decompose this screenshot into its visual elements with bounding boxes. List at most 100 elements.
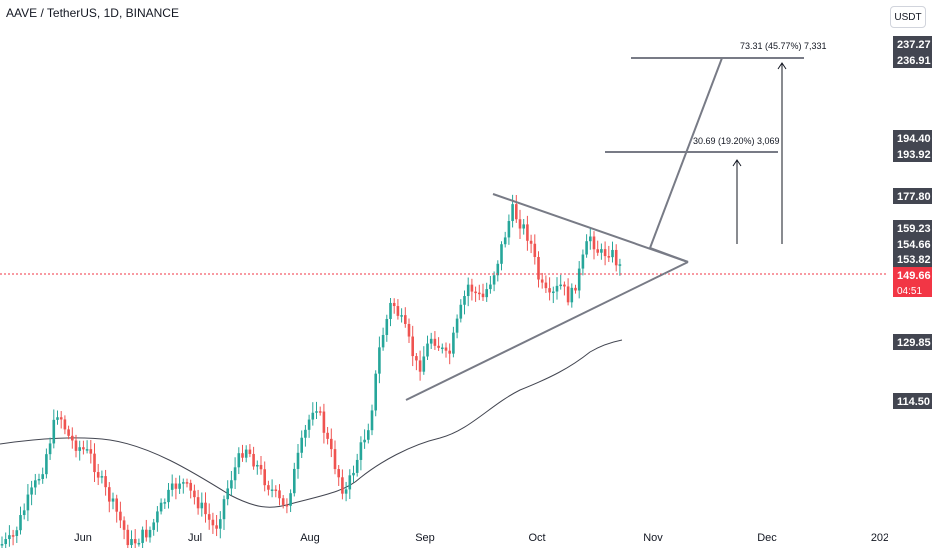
x-tick-label: Sep: [415, 532, 435, 544]
candle-body: [352, 472, 355, 476]
candle-body: [500, 244, 503, 264]
candle-body: [174, 483, 178, 489]
candle-body: [548, 288, 551, 293]
candle-body: [344, 489, 348, 494]
candle-body: [581, 254, 585, 269]
candle-body: [511, 204, 514, 222]
candle-body: [230, 480, 233, 489]
candle-body: [26, 494, 30, 511]
price-tag: [893, 188, 932, 204]
arrow-large-head: [777, 62, 787, 70]
candle-body: [289, 493, 292, 506]
candle-body: [285, 504, 289, 507]
candle-body: [318, 411, 322, 413]
candle-body: [448, 350, 451, 354]
candle-body: [59, 417, 63, 420]
candle-body: [333, 449, 337, 470]
price-tag-label: 149.66: [897, 270, 931, 282]
candle-body: [481, 293, 485, 298]
candle-body: [19, 515, 22, 531]
candle-body: [281, 498, 285, 505]
price-tag: [893, 130, 932, 146]
candle-body: [611, 249, 614, 258]
candle-body: [4, 539, 7, 545]
price-tag: [893, 393, 932, 409]
candle-body: [378, 347, 381, 374]
candle-body: [133, 539, 137, 544]
candle-body: [119, 511, 122, 521]
candle-body: [111, 498, 115, 502]
candle-body: [93, 453, 96, 473]
candle-body: [274, 489, 278, 491]
candle-body: [326, 432, 329, 439]
candle-body: [211, 519, 215, 526]
candle-body: [304, 429, 307, 438]
candle-body: [63, 419, 67, 430]
candle-body: [437, 345, 440, 348]
price-tag: [893, 220, 932, 236]
candle-body: [515, 204, 518, 220]
countdown-tag: [893, 283, 932, 297]
annotation-large: 73.31 (45.77%) 7,331: [740, 41, 827, 51]
candle-body: [256, 464, 259, 467]
candle-body: [337, 469, 340, 478]
candle-body: [108, 487, 111, 502]
price-tag: [893, 36, 932, 52]
candle-body: [330, 438, 333, 450]
candle-body: [300, 437, 303, 453]
price-tag-label: 114.50: [897, 396, 930, 408]
candle-body: [278, 490, 281, 499]
candle-body: [89, 449, 93, 454]
price-tag: [893, 236, 932, 252]
candle-body: [185, 482, 189, 484]
price-tag: [893, 52, 932, 68]
candle-body: [200, 502, 204, 509]
candle-body: [577, 268, 581, 291]
candle-body: [463, 296, 466, 305]
candle-body: [222, 499, 226, 520]
candle-body: [82, 447, 85, 450]
candle-body: [415, 356, 418, 361]
candle-body: [137, 542, 141, 545]
candle-body: [540, 279, 544, 283]
candle-body: [426, 343, 429, 357]
candle-body: [363, 439, 366, 443]
candle-body: [496, 263, 500, 276]
candle-body: [45, 454, 48, 475]
candle-body: [156, 511, 159, 523]
candle-body: [370, 410, 374, 431]
candle-body: [404, 315, 407, 324]
price-tag: [893, 146, 932, 162]
currency-button[interactable]: USDT: [890, 6, 926, 28]
candle-body: [67, 429, 70, 436]
candle-body: [100, 476, 104, 478]
candle-body: [126, 529, 130, 546]
candle-body: [455, 318, 459, 333]
candle-body: [74, 440, 78, 451]
candle-body: [48, 443, 52, 455]
candle-body: [215, 525, 218, 529]
moving-average-line: [0, 339, 623, 508]
candle-body: [22, 510, 26, 516]
candle-body: [367, 430, 370, 440]
candle-body: [152, 522, 155, 530]
candle-body: [267, 485, 270, 490]
candle-body: [485, 289, 488, 298]
price-tag: [893, 267, 932, 283]
x-tick-label: Dec: [757, 532, 777, 544]
candle-body: [307, 419, 311, 430]
candle-body: [603, 249, 607, 257]
candle-body: [385, 318, 389, 335]
x-tick-label: Aug: [300, 532, 320, 544]
candle-body: [11, 535, 15, 537]
candle-body: [381, 334, 385, 348]
candle-body: [492, 275, 496, 285]
candle-body: [348, 475, 352, 490]
countdown-label: 04:51: [897, 286, 922, 297]
price-tag-label: 194.40: [897, 133, 931, 145]
x-tick-label: 202: [871, 532, 889, 544]
candle-body: [34, 480, 37, 488]
candle-body: [418, 360, 422, 372]
